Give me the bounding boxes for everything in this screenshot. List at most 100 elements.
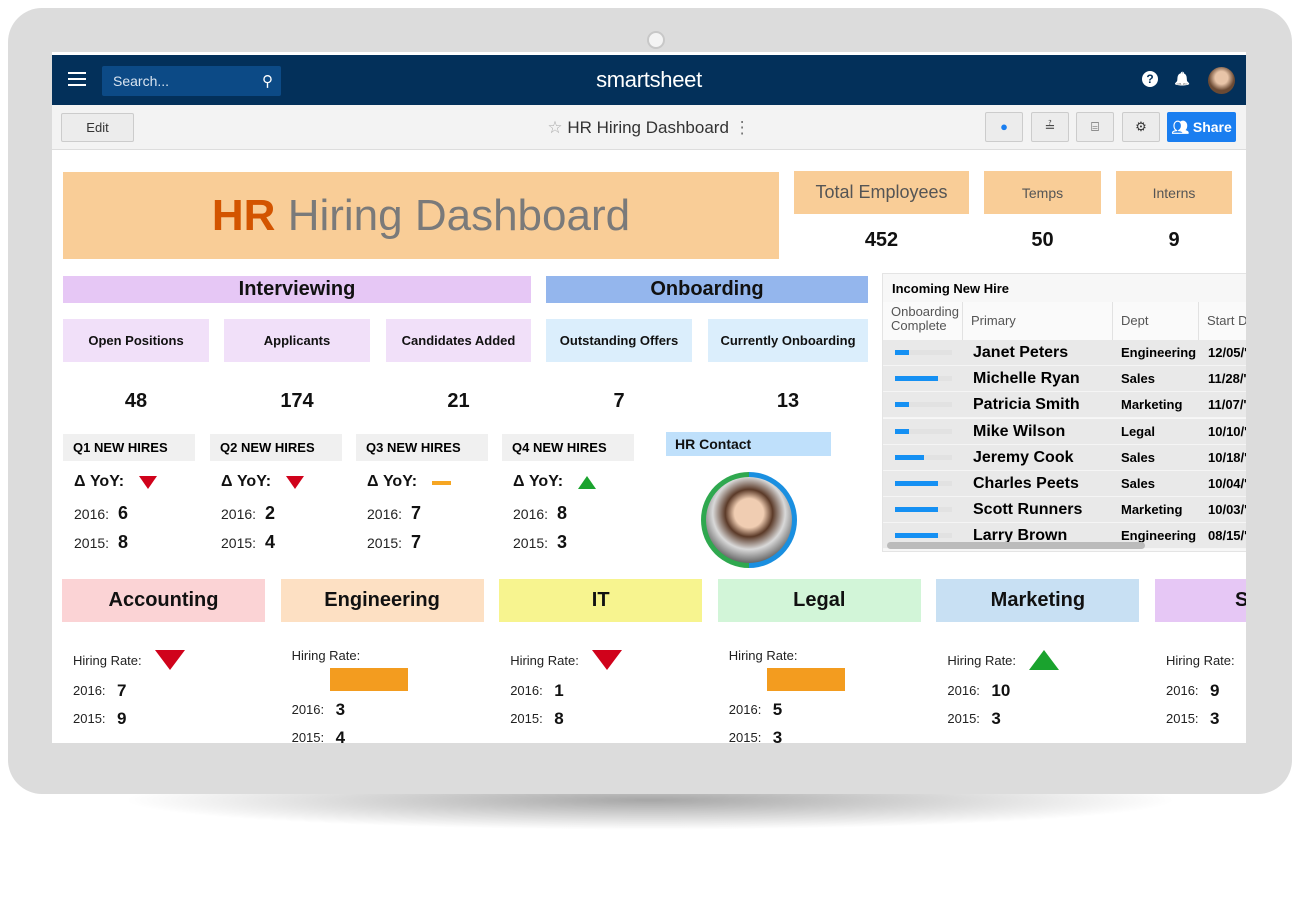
presentation-icon[interactable]: ⌸ [1076, 112, 1114, 142]
yoy-label: Δ YoY: [74, 473, 125, 490]
year-2015-label: 2015: [291, 730, 325, 743]
year-2016-label: 2016: [367, 506, 403, 522]
hamburger-menu-icon[interactable] [68, 72, 86, 86]
hiring-rate-flat-bar [766, 668, 845, 691]
hire-name: Janet Peters [973, 344, 1069, 361]
yoy-label: Δ YoY: [513, 473, 564, 490]
year-2016-label: 2016: [74, 506, 110, 522]
metric-card: Open Positions [63, 319, 209, 362]
year-2016-label: 2016: [291, 702, 325, 717]
year-2016-label: 2016: [728, 702, 762, 717]
settings-gear-icon[interactable]: ⚙ [1122, 112, 1160, 142]
globe-icon[interactable]: ● [985, 112, 1023, 142]
dashboard-title: ☆ HR Hiring Dashboard ⋮ [52, 118, 1246, 138]
favorite-star-icon[interactable]: ☆ [547, 118, 563, 137]
banner-hr: HR [211, 190, 276, 240]
year-2015-label: 2015: [510, 711, 543, 726]
metric-value: 174 [280, 390, 314, 412]
hire-name: Scott Runners [973, 501, 1083, 519]
hire-name: Michelle Ryan [973, 370, 1080, 388]
table-row[interactable]: Janet Peters Engineering 12/05/' [883, 340, 1246, 366]
year-2015-label: 2015: [221, 535, 257, 551]
edit-button[interactable]: Edit [61, 113, 134, 142]
metric-value: 13 [776, 390, 800, 412]
hire-dept: Engineering [1121, 345, 1197, 360]
bell-icon[interactable]: 🔔 [1174, 71, 1191, 86]
onboarding-progress-bar [895, 481, 952, 486]
onboarding-progress-bar [895, 454, 952, 460]
help-icon[interactable]: ? [1142, 71, 1158, 87]
department-header-marketing: Marketing [936, 579, 1140, 622]
year-2015-label: 2015: [947, 711, 980, 726]
search-icon[interactable]: ⚲ [262, 73, 273, 90]
onboarding-progress-fill [895, 454, 924, 460]
hire-start-date: 11/07/' [1208, 397, 1246, 413]
table-row[interactable]: Charles Peets Sales 10/04/' [883, 471, 1246, 497]
people-icon: 👥︎ [1171, 119, 1189, 135]
column-header[interactable]: Primary [963, 302, 1113, 340]
quarter-2015-value: 4 [265, 532, 276, 552]
table-row[interactable]: Mike Wilson Legal 10/10/' [883, 418, 1246, 445]
column-header[interactable]: Onboarding Complete [883, 302, 963, 340]
quarter-header: Q2 NEW HIRES [210, 434, 342, 461]
trend-flat-icon [432, 481, 451, 485]
metric-value: 7 [613, 390, 625, 412]
table-row[interactable]: Scott Runners Marketing 10/03/' [883, 497, 1246, 524]
horizontal-scrollbar[interactable] [887, 542, 1145, 549]
column-header[interactable]: Dept [1113, 302, 1199, 340]
table-row[interactable]: Michelle Ryan Sales 11/28/' [883, 366, 1246, 393]
year-2015-label: 2015: [728, 730, 762, 743]
total-1-card: Temps [984, 171, 1101, 214]
department-2016-value: 7 [117, 681, 127, 700]
metric-card: Currently Onboarding [708, 319, 868, 362]
hiring-rate-label: Hiring Rate: [947, 653, 1017, 668]
metric-card: Candidates Added [386, 319, 531, 362]
hiring-rate-flat-bar [329, 668, 408, 691]
column-header[interactable]: Start D [1199, 302, 1246, 340]
hire-dept: Sales [1121, 371, 1155, 387]
share-button[interactable]: 👥︎ Share [1167, 112, 1236, 142]
camera-icon [647, 31, 665, 49]
metric-value: 48 [124, 390, 148, 412]
department-2015-value: 3 [1210, 709, 1220, 728]
total-0-value: 452 [864, 229, 899, 251]
metric-card: Applicants [224, 319, 370, 362]
table-row[interactable]: Patricia Smith Marketing 11/07/' [883, 392, 1246, 419]
search-input[interactable]: Search... ⚲ [102, 66, 281, 96]
hr-contact-photo[interactable] [701, 472, 797, 568]
department-2015-value: 3 [991, 709, 1001, 728]
year-2016-label: 2016: [947, 683, 980, 698]
banner-title: Hiring Dashboard [275, 190, 631, 240]
onboarding-progress-fill [895, 428, 910, 434]
hire-dept: Sales [1121, 449, 1155, 465]
department-2016-value: 1 [554, 681, 564, 700]
department-2016-value: 3 [335, 700, 346, 719]
table-title: Incoming New Hire [892, 281, 1010, 296]
quarter-2016-value: 8 [557, 503, 568, 523]
hire-name: Charles Peets [973, 475, 1079, 492]
year-2015-label: 2015: [513, 535, 549, 551]
onboarding-progress-bar [895, 428, 952, 434]
user-avatar[interactable] [1208, 67, 1235, 94]
department-header-it: IT [499, 579, 703, 622]
hire-start-date: 12/05/' [1208, 345, 1246, 360]
quarter-header: Q3 NEW HIRES [356, 434, 488, 461]
total-2-card: Interns [1116, 171, 1232, 214]
department-2016-value: 9 [1210, 681, 1220, 700]
trend-down-icon [139, 476, 157, 489]
quarter-2016-value: 2 [265, 503, 276, 523]
share-label: Share [1192, 119, 1232, 135]
hiring-rate-label: Hiring Rate: [291, 648, 361, 663]
department-header-engineering: Engineering [280, 579, 484, 622]
year-2016-label: 2016: [221, 506, 257, 522]
hire-dept: Sales [1121, 476, 1155, 491]
more-options-icon[interactable]: ⋮ [733, 118, 751, 137]
department-2015-value: 9 [117, 709, 127, 728]
table-row[interactable]: Jeremy Cook Sales 10/18/' [883, 444, 1246, 471]
metric-value: 21 [447, 390, 470, 412]
department-2016-value: 5 [772, 700, 783, 719]
activity-icon[interactable]: ≟ [1031, 112, 1069, 142]
hire-start-date: 10/04/' [1208, 476, 1246, 491]
dashboard-banner: HR Hiring Dashboard [63, 172, 779, 259]
onboarding-progress-bar [895, 350, 952, 355]
